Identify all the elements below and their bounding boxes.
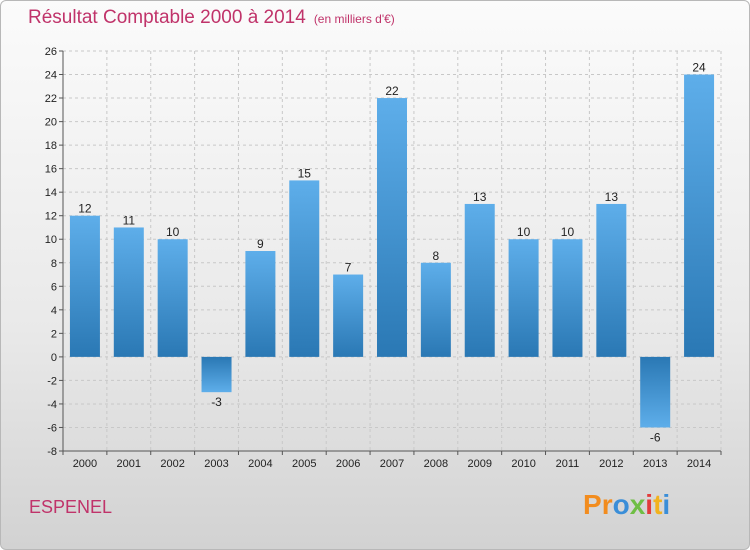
data-label-2002: 10 — [166, 225, 180, 239]
x-tick-label-2002: 2002 — [160, 458, 184, 470]
y-tick-label: 2 — [51, 328, 57, 340]
x-tick-label-2001: 2001 — [117, 458, 141, 470]
bar-layer — [69, 74, 715, 428]
logo-letter: i — [662, 489, 671, 520]
x-tick-label-2012: 2012 — [599, 458, 623, 470]
x-tick-label-2008: 2008 — [424, 458, 448, 470]
logo-letter: t — [653, 489, 663, 520]
proxiti-logo: Proxiti — [583, 489, 670, 521]
data-label-2005: 15 — [298, 166, 312, 180]
bar-2001 — [113, 227, 144, 357]
bar-2003 — [201, 356, 232, 393]
x-tick-label-2006: 2006 — [336, 458, 360, 470]
y-tick-label: 4 — [51, 305, 57, 317]
chart-title: Résultat Comptable 2000 à 2014 (en millie… — [28, 7, 395, 29]
bar-2011 — [552, 239, 583, 357]
data-label-2001: 11 — [123, 213, 136, 227]
data-label-2011: 10 — [561, 225, 575, 239]
bar-2000 — [69, 215, 100, 357]
data-label-2013: -6 — [650, 430, 661, 444]
y-tick-label: -6 — [47, 422, 57, 434]
bar-2012 — [596, 203, 627, 357]
logo-letter: P — [583, 489, 602, 520]
data-label-2000: 12 — [78, 202, 92, 216]
bar-2006 — [333, 274, 364, 357]
data-label-2007: 22 — [385, 84, 399, 98]
data-label-2003: -3 — [211, 395, 222, 409]
x-tick-label-2000: 2000 — [73, 458, 97, 470]
y-tick-label: 18 — [45, 140, 57, 152]
bar-2014 — [684, 74, 715, 357]
bar-2008 — [420, 262, 451, 357]
y-tick-label: 10 — [45, 234, 57, 246]
x-tick-label-2007: 2007 — [380, 458, 404, 470]
bar-2005 — [289, 180, 320, 357]
logo-letter: x — [629, 489, 646, 520]
data-label-2004: 9 — [257, 237, 264, 251]
label-layer: 12 2000 11 2001 10 2002 -3 2003 9 2004 15 2005 7 2006… — [73, 61, 712, 470]
y-tick-label: 8 — [51, 258, 57, 270]
y-tick-label: 26 — [45, 46, 57, 58]
x-tick-label-2004: 2004 — [248, 458, 272, 470]
y-tick-label: -4 — [47, 399, 57, 411]
x-tick-label-2005: 2005 — [292, 458, 316, 470]
x-tick-label-2003: 2003 — [204, 458, 228, 470]
y-tick-label: 22 — [45, 93, 57, 105]
title-text: Résultat Comptable 2000 à 2014 — [28, 7, 306, 28]
y-tick-label: 0 — [51, 352, 57, 364]
data-label-2012: 13 — [605, 190, 619, 204]
y-tick-label: 12 — [45, 211, 57, 223]
x-tick-label-2013: 2013 — [643, 458, 667, 470]
subtitle-text: (en milliers d'€) — [313, 12, 395, 26]
x-tick-label-2010: 2010 — [511, 458, 535, 470]
data-label-2009: 13 — [473, 190, 487, 204]
x-tick-label-2014: 2014 — [687, 458, 711, 470]
bar-2013 — [640, 356, 671, 428]
y-tick-label: 20 — [45, 117, 57, 129]
y-tick-label: -2 — [47, 375, 57, 387]
y-tick-label: 14 — [45, 187, 57, 199]
y-tick-label: 24 — [45, 70, 57, 82]
bar-2007 — [377, 98, 407, 357]
logo-letter: o — [612, 489, 630, 520]
y-tick-label: 6 — [51, 281, 57, 293]
commune-name: ESPENEL — [29, 497, 113, 517]
logo-letter: r — [601, 489, 613, 520]
bar-2002 — [157, 239, 188, 357]
bar-2009 — [464, 203, 495, 357]
data-label-2008: 8 — [433, 249, 440, 263]
data-label-2010: 10 — [517, 225, 531, 239]
data-label-2006: 7 — [345, 261, 352, 275]
y-tick-label: -8 — [47, 446, 57, 458]
x-tick-label-2011: 2011 — [556, 458, 580, 470]
logo-letter: i — [645, 489, 654, 520]
bar-2010 — [508, 239, 539, 357]
data-label-2014: 24 — [692, 61, 706, 75]
y-tick-label: 16 — [45, 164, 57, 176]
x-tick-label-2009: 2009 — [467, 458, 491, 470]
bar-2004 — [245, 251, 276, 357]
grid-layer — [62, 50, 722, 452]
